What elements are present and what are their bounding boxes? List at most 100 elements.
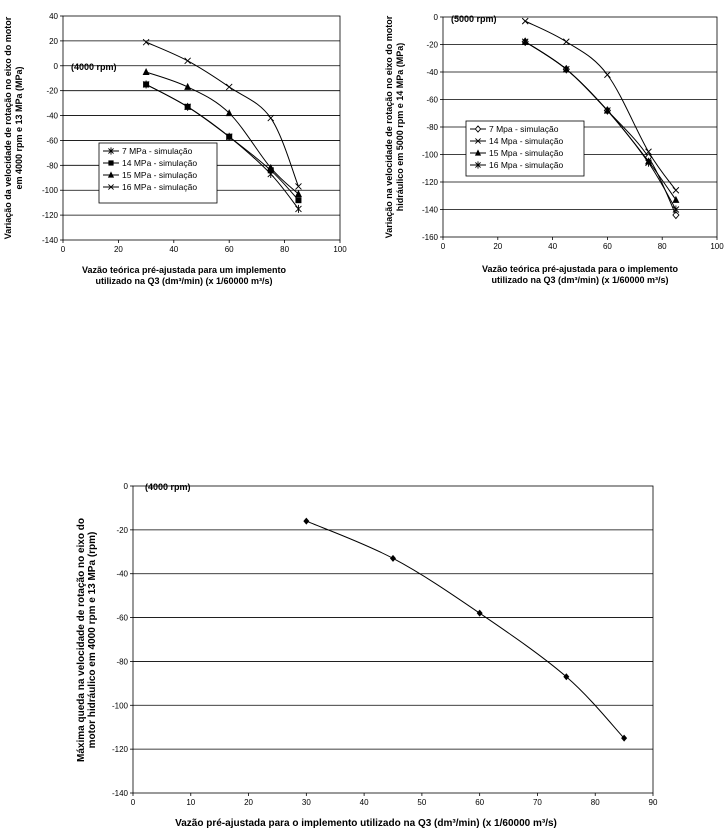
x-tick-label: 80: [658, 242, 667, 251]
x-tick-label: 70: [533, 798, 542, 807]
x-tick-label: 80: [280, 245, 289, 254]
data-point: [672, 205, 680, 214]
legend-marker: [108, 184, 114, 190]
y-axis-label: motor hidráulico em 4000 rpm e 13 MPa (r…: [87, 532, 98, 749]
y-tick-label: 0: [54, 62, 59, 71]
y-axis-label: em 4000 rpm e 13 MPa (MPa): [14, 66, 24, 189]
legend-marker: [474, 125, 482, 133]
data-point: [621, 734, 628, 742]
x-tick-label: 0: [61, 245, 66, 254]
y-tick-label: -120: [422, 178, 439, 187]
data-point: [521, 17, 529, 25]
x-axis-label: Vazão teórica pré-ajustada para um imple…: [82, 265, 287, 275]
x-tick-label: 0: [131, 798, 136, 807]
legend-entry: 7 Mpa - simulação: [489, 124, 559, 134]
rpm-annotation: (4000 rpm): [145, 482, 191, 492]
x-tick-label: 100: [710, 242, 724, 251]
y-tick-label: -20: [46, 87, 58, 96]
y-tick-label: -160: [422, 233, 439, 242]
data-point: [143, 81, 150, 88]
data-point: [476, 609, 483, 617]
x-axis-label: Vazão pré-ajustada para o implemento uti…: [175, 818, 557, 829]
data-point: [303, 517, 310, 525]
data-point: [184, 103, 191, 110]
y-axis-label: hidráulico em 5000 rpm e 14 MPa (MPa): [395, 43, 405, 212]
legend-box: [98, 142, 218, 204]
legend-entry: 14 MPa - simulação: [122, 158, 197, 168]
legend-entry: 14 Mpa - simulação: [489, 136, 563, 146]
data-point: [672, 195, 680, 203]
data-point: [390, 554, 396, 562]
y-tick-label: 0: [434, 13, 439, 22]
x-tick-label: 60: [603, 242, 612, 251]
x-tick-label: 80: [591, 798, 600, 807]
y-tick-label: -120: [112, 745, 129, 754]
data-point: [225, 83, 233, 91]
data-point: [563, 673, 570, 681]
rpm-annotation: (5000 rpm): [451, 14, 497, 24]
y-tick-label: -40: [116, 570, 128, 579]
legend-marker: [474, 149, 482, 156]
y-tick-label: -80: [46, 161, 58, 170]
data-point: [645, 158, 652, 167]
legend-marker: [107, 171, 115, 178]
y-tick-label: -140: [112, 789, 129, 798]
y-tick-label: -140: [42, 236, 59, 245]
y-axis-label: Variação da velocidade de rotação no eix…: [3, 16, 13, 239]
y-tick-label: 0: [124, 482, 129, 491]
data-point: [295, 183, 302, 190]
x-tick-label: 50: [417, 798, 426, 807]
x-axis-label: utilizado na Q3 (dm³/min) (x 1/60000 m³/…: [491, 275, 668, 285]
y-tick-label: -140: [422, 206, 439, 215]
data-point: [184, 57, 191, 65]
y-tick-label: -80: [116, 657, 128, 666]
legend-entry: 15 Mpa - simulação: [489, 148, 563, 158]
y-tick-label: -100: [42, 186, 59, 195]
legend-marker: [108, 147, 114, 155]
x-tick-label: 40: [169, 245, 178, 254]
x-tick-label: 20: [114, 245, 123, 254]
data-point: [521, 37, 529, 46]
x-tick-label: 0: [441, 242, 446, 251]
x-tick-label: 90: [649, 798, 658, 807]
y-tick-label: -60: [116, 614, 128, 623]
data-point: [142, 68, 150, 75]
x-tick-label: 30: [302, 798, 311, 807]
legend-box: [465, 120, 585, 177]
y-tick-label: -40: [426, 68, 438, 77]
data-point: [562, 65, 570, 74]
y-tick-label: -120: [42, 211, 59, 220]
x-tick-label: 60: [475, 798, 484, 807]
data-point: [604, 71, 611, 79]
legend-entry: 15 MPa - simulação: [122, 170, 197, 180]
y-tick-label: -80: [426, 123, 438, 132]
data-point: [267, 114, 275, 122]
data-point: [672, 186, 680, 194]
data-point: [184, 82, 192, 90]
y-tick-label: -20: [426, 41, 438, 50]
y-tick-label: 40: [49, 12, 58, 21]
data-point: [226, 133, 233, 140]
x-tick-label: 20: [493, 242, 502, 251]
data-point: [225, 109, 233, 117]
plot-area: [132, 485, 654, 794]
y-tick-label: -60: [426, 96, 438, 105]
x-tick-label: 10: [186, 798, 195, 807]
y-tick-label: -100: [112, 701, 129, 710]
y-tick-label: -100: [422, 151, 439, 160]
legend-marker: [475, 138, 481, 144]
y-tick-label: -40: [46, 112, 58, 121]
x-tick-label: 100: [333, 245, 347, 254]
data-point: [604, 106, 611, 115]
legend-marker: [475, 161, 481, 169]
data-point: [562, 38, 570, 46]
legend-entry: 7 MPa - simulação: [122, 146, 193, 156]
legend-entry: 16 MPa - simulação: [122, 182, 197, 192]
plot-area: [62, 15, 341, 241]
x-axis-label: utilizado na Q3 (dm³/min) (x 1/60000 m³/…: [95, 276, 272, 286]
data-point: [645, 148, 652, 156]
data-point: [295, 197, 302, 204]
